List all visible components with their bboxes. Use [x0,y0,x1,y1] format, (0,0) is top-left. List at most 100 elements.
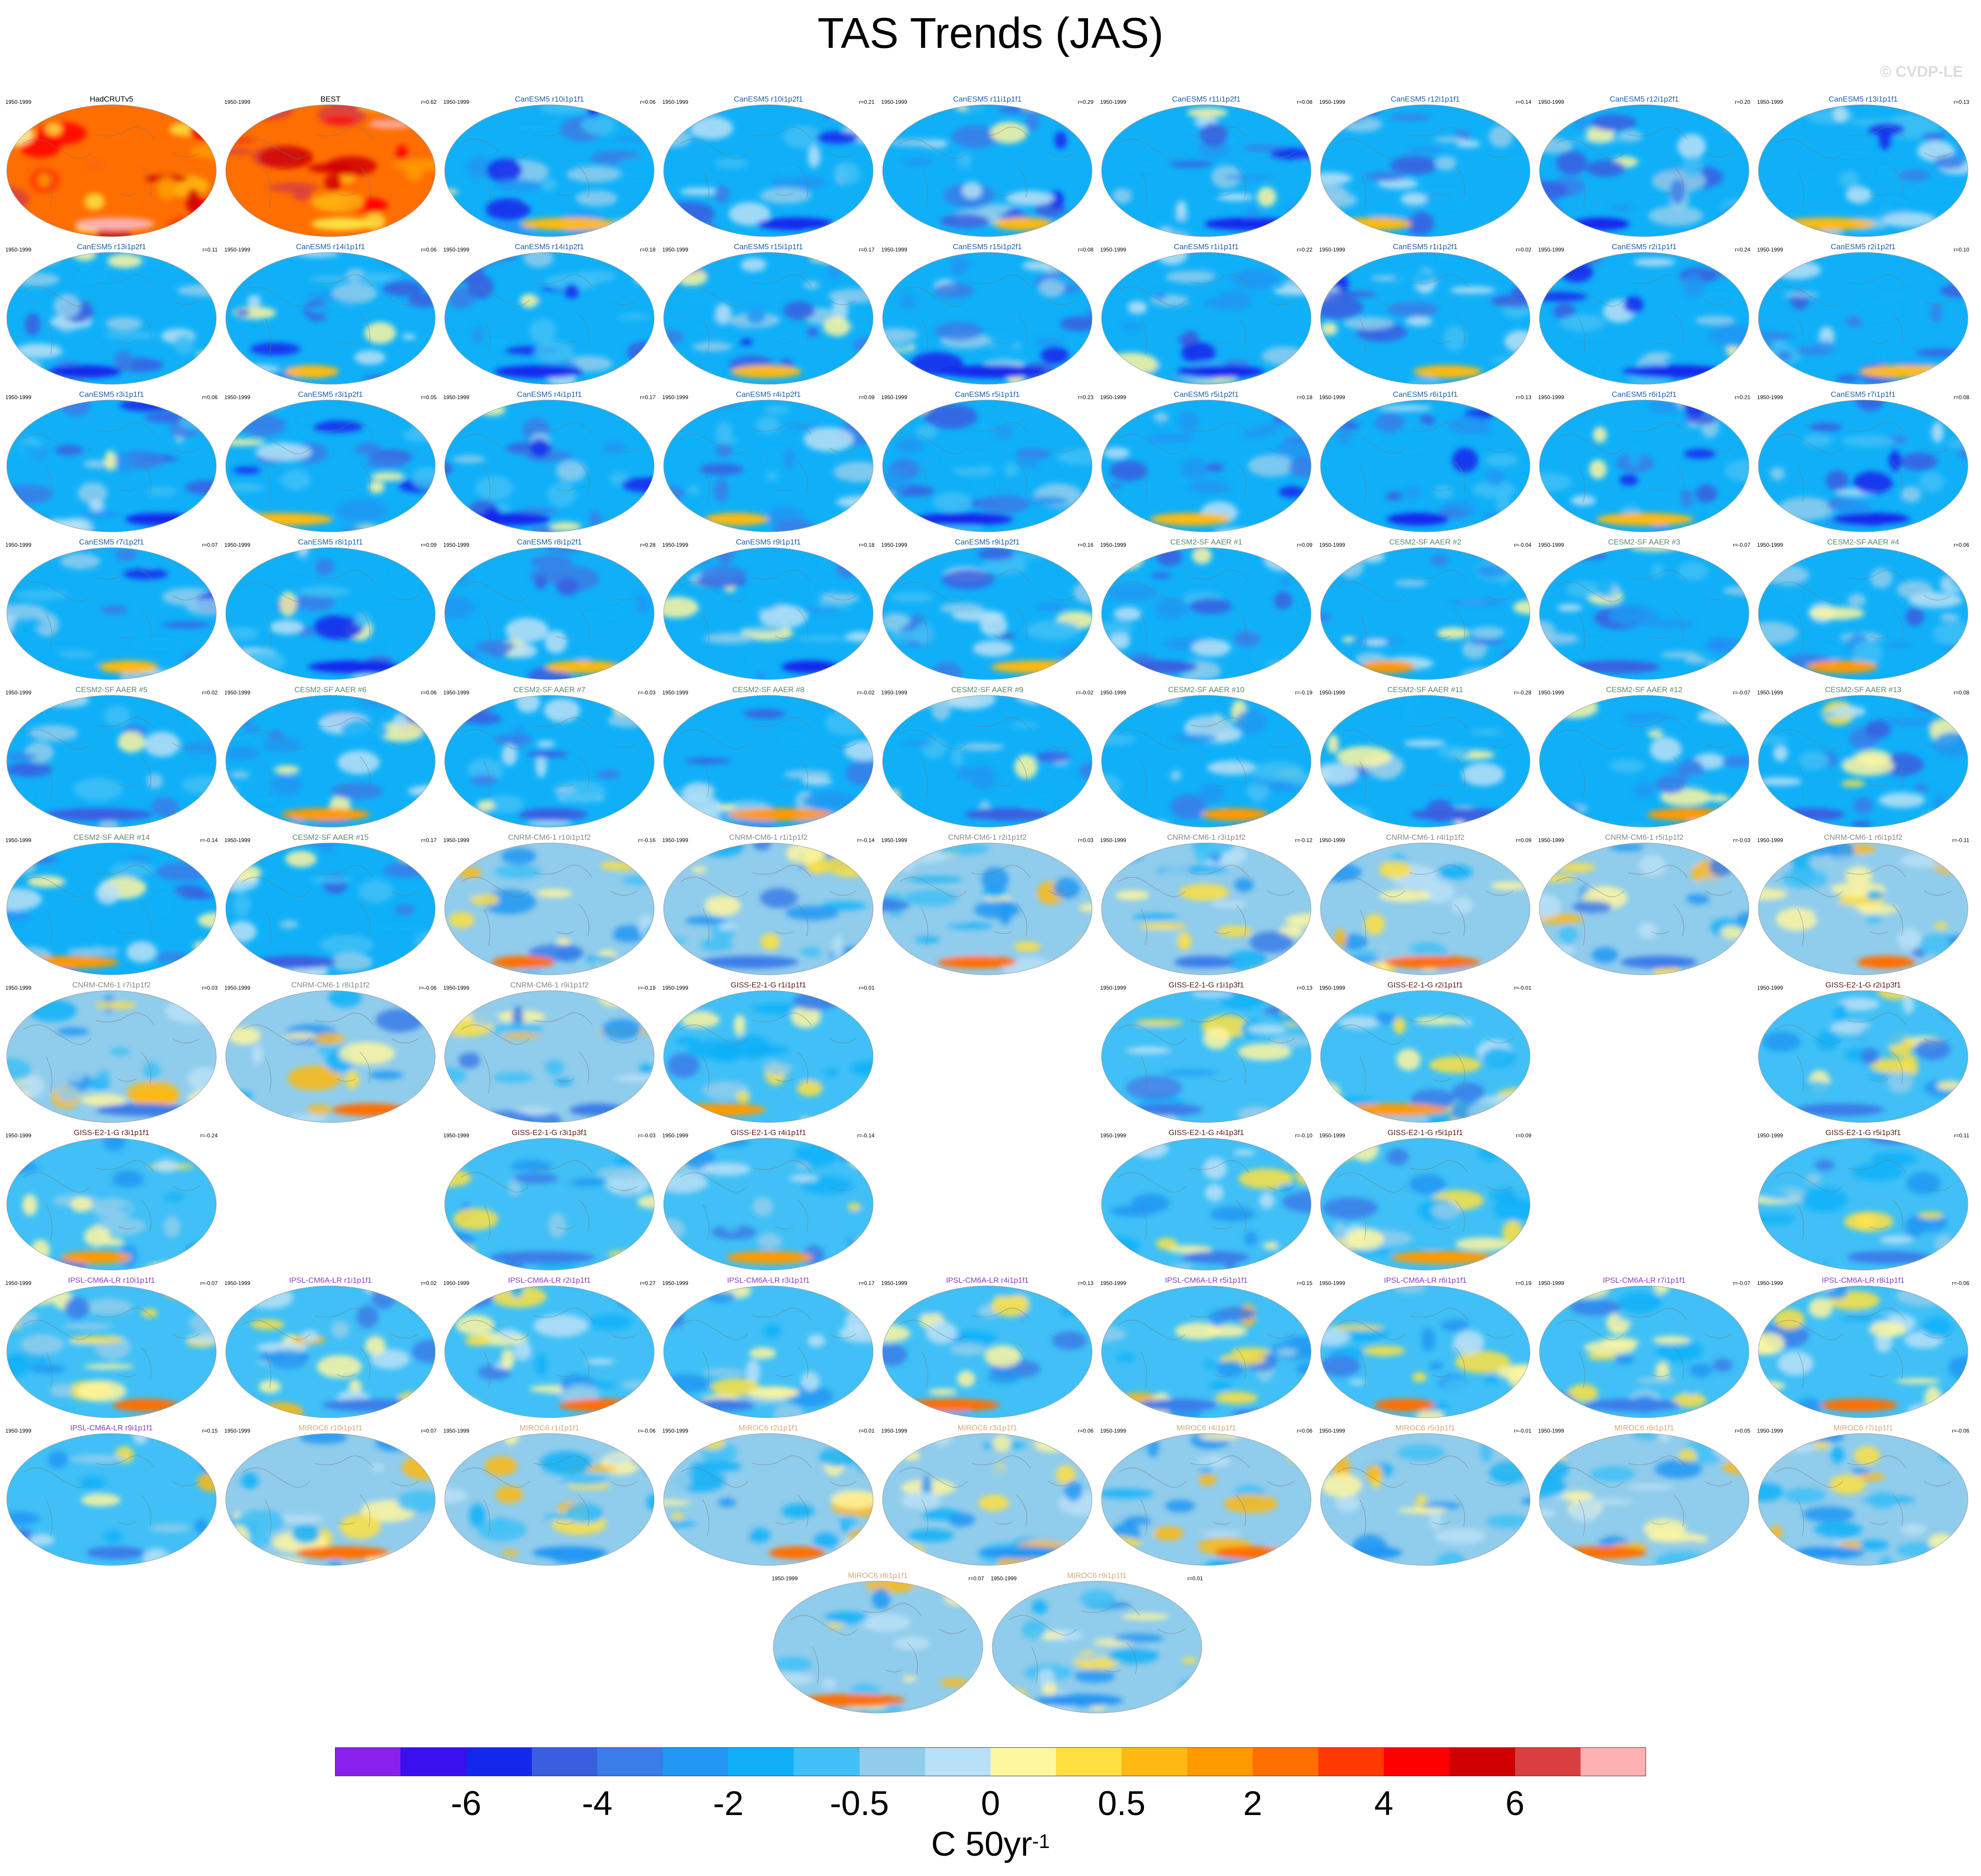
panel-correlation: r=-0.24 [200,1132,218,1139]
map-panel: CESM2-SF AAER #6 1950-1999 r=0.06 [223,684,437,833]
panel-title: CanESM5 r2i1p2f1 [1831,242,1896,251]
panel-title: IPSL-CM6A-LR r6i1p1f1 [1384,1276,1467,1285]
panel-correlation: r=0.06 [421,689,437,696]
colorbar-tick-label: 4 [1374,1784,1394,1823]
map-panel: CanESM5 r15i1p2f1 1950-1999 r=0.08 [880,242,1094,391]
panel-title: CanESM5 r5i1p1f1 [955,390,1020,399]
panel-period: 1950-1999 [881,837,907,843]
panel-title: GISS-E2-1-G r5i1p3f1 [1825,1128,1901,1137]
trend-map [1320,547,1530,680]
panel-title: IPSL-CM6A-LR r3i1p1f1 [727,1276,810,1285]
trend-map [1101,104,1311,237]
panel-period: 1950-1999 [5,837,32,843]
trend-map [663,400,874,532]
panel-correlation: r=0.21 [1735,394,1750,400]
trend-map [1758,1138,1968,1271]
trend-map [882,695,1093,828]
trend-map [663,252,874,385]
panel-correlation: r=0.21 [859,99,874,105]
panel-correlation: r=0.02 [421,1280,437,1286]
panel-title: CESM2-SF AAER #11 [1387,685,1463,694]
panel-correlation: r=-0.14 [857,837,874,843]
panel-correlation: r=0.08 [1953,394,1969,400]
map-panel: CanESM5 r10i1p1f1 1950-1999 r=0.06 [442,94,656,243]
panel-period: 1950-1999 [443,1280,470,1286]
panel-period: 1950-1999 [662,837,688,843]
map-panel: CanESM5 r1i1p2f1 1950-1999 r=0.02 [1318,242,1532,391]
panel-correlation: r=0.29 [1078,99,1093,105]
panel-correlation: r=0.17 [859,1280,874,1286]
panel-period: 1950-1999 [990,1575,1017,1582]
map-panel: CanESM5 r6i1p2f1 1950-1999 r=0.21 [1537,389,1751,538]
panel-title: IPSL-CM6A-LR r4i1p1f1 [946,1276,1029,1285]
trend-map [1320,843,1530,975]
trend-map [1758,547,1968,680]
trend-map [6,547,217,680]
trend-map [6,695,217,828]
map-panel: MIROC6 r3i1p1f1 1950-1999 r=0.06 [880,1423,1094,1572]
trend-map [992,1581,1202,1713]
trend-map [1539,843,1749,975]
panel-title: IPSL-CM6A-LR r9i1p1f1 [70,1424,153,1432]
map-panel: GISS-E2-1-G r3i1p1f1 1950-1999 r=-0.24 [5,1127,219,1276]
panel-period: 1950-1999 [443,394,470,400]
map-panel: HadCRUTv5 1950-1999 [5,94,219,243]
map-panel: CESM2-SF AAER #15 1950-1999 r=0.17 [223,832,437,981]
panel-correlation: r=-0.10 [1295,1132,1312,1139]
colorbar-box [859,1747,925,1776]
trend-map [1539,1285,1749,1418]
colorbar-box [531,1747,598,1776]
panel-title: MIROC6 r8i1p1f1 [848,1571,908,1580]
panel-period: 1950-1999 [224,1428,251,1434]
map-panel: CESM2-SF AAER #14 1950-1999 r=-0.14 [5,832,219,981]
trend-map [1758,695,1968,828]
panel-period: 1950-1999 [443,247,470,253]
panel-period: 1950-1999 [1100,99,1126,105]
trend-map [1320,1285,1530,1418]
trend-map [444,252,655,385]
panel-title: CanESM5 r10i1p2f1 [734,95,803,103]
panel-title: CESM2-SF AAER #10 [1168,685,1245,694]
colorbar-box [1318,1747,1384,1776]
panel-title: CanESM5 r11i1p2f1 [1172,95,1241,103]
colorbar-box [1515,1747,1581,1776]
trend-map [882,104,1093,237]
panel-title: CNRM-CM6-1 r4i1p1f2 [1386,833,1465,842]
panel-period: 1950-1999 [224,542,251,548]
panel-correlation: r=0.08 [1078,247,1093,253]
panel-period: 1950-1999 [5,247,32,253]
panel-period: 1950-1999 [1757,394,1783,400]
panel-period: 1950-1999 [1100,1428,1126,1434]
trend-map [444,1285,655,1418]
panel-title: IPSL-CM6A-LR r8i1p1f1 [1822,1276,1905,1285]
colorbar-box [400,1747,466,1776]
panel-correlation: r=0.17 [421,837,437,843]
panel-period: 1950-1999 [1757,837,1783,843]
trend-map [1758,1285,1968,1418]
colorbar-box [794,1747,860,1776]
trend-map [1101,695,1311,828]
map-panel: CanESM5 r9i1p1f1 1950-1999 r=0.18 [661,537,875,686]
map-panel: IPSL-CM6A-LR r3i1p1f1 1950-1999 r=0.17 [661,1275,875,1424]
trend-map [663,990,874,1123]
panel-correlation: r=0.13 [1953,99,1969,105]
map-panel: CanESM5 r11i1p2f1 1950-1999 r=0.08 [1099,94,1313,243]
panel-title: CNRM-CM6-1 r2i1p1f2 [948,833,1027,842]
figure-title: TAS Trends (JAS) [817,9,1164,57]
map-panel: IPSL-CM6A-LR r2i1p1f1 1950-1999 r=0.27 [442,1275,656,1424]
trend-map [225,695,436,828]
trend-map [444,990,655,1123]
units-label: C 50yr [931,1825,1032,1863]
panel-correlation: r=-0.11 [1952,837,1969,843]
map-panel: CNRM-CM6-1 r5i1p1f2 1950-1999 r=-0.03 [1537,832,1751,981]
panel-title: CESM2-SF AAER #6 [294,685,367,694]
panel-title: CanESM5 r3i1p1f1 [79,390,144,399]
map-panel: CESM2-SF AAER #8 1950-1999 r=-0.02 [661,684,875,833]
panel-period: 1950-1999 [224,247,251,253]
colorbar-box [663,1747,729,1776]
map-panel: CESM2-SF AAER #5 1950-1999 r=0.02 [5,684,219,833]
panel-title: GISS-E2-1-G r3i1p3f1 [512,1128,587,1137]
colorbar-outline [335,1747,1646,1776]
panel-correlation: r=0.13 [1297,985,1312,991]
panel-correlation: r=-0.19 [638,985,656,991]
